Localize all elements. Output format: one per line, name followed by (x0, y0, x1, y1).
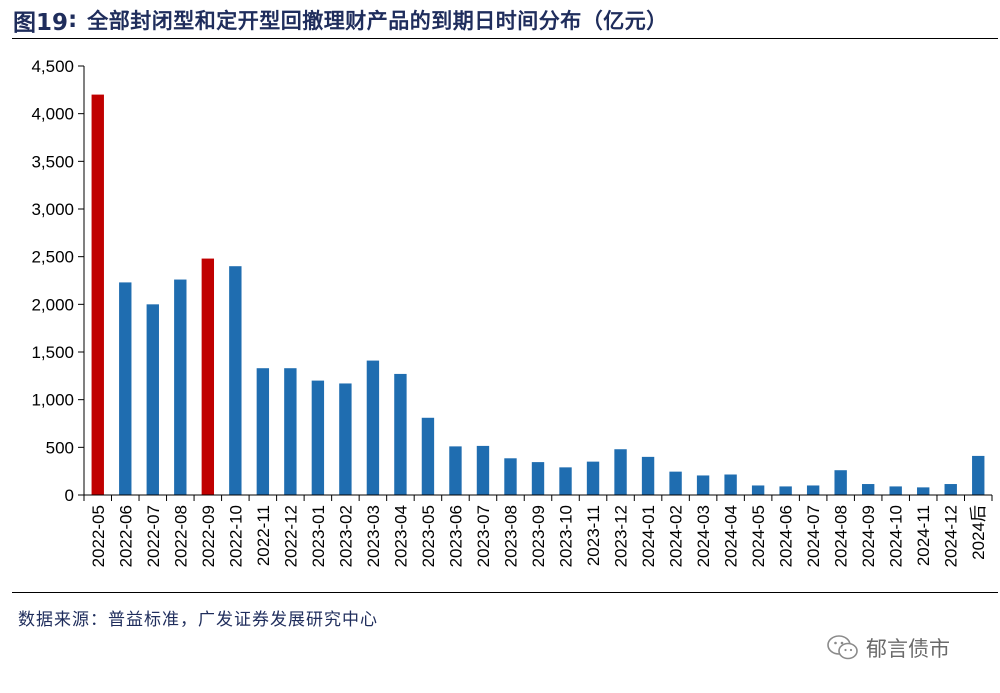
x-tick-label: 2023-02 (336, 505, 355, 567)
y-tick-label: 3,500 (31, 152, 74, 171)
figure-title-text: 全部封闭型和定开型回撤理财产品的到期日时间分布（亿元） (87, 9, 668, 33)
y-tick-label: 3,000 (31, 200, 74, 219)
bar-2022-08 (174, 279, 187, 495)
x-tick-label: 2023-09 (529, 505, 548, 567)
bar-2024-08 (834, 470, 847, 495)
x-tick-label: 2024-06 (777, 505, 796, 567)
x-tick-label: 2024-09 (859, 505, 878, 567)
y-tick-label: 2,500 (31, 248, 74, 267)
x-tick-label: 2022-07 (144, 505, 163, 567)
x-tick-label: 2024-02 (667, 505, 686, 567)
y-tick-label: 1,500 (31, 343, 74, 362)
watermark-text: 郁言债市 (866, 637, 950, 661)
watermark: 郁言债市 (826, 633, 950, 663)
wechat-icon (827, 635, 858, 660)
bar-2023-10 (559, 467, 572, 495)
bar-2023-11 (586, 461, 600, 495)
bar-2023-04 (394, 373, 407, 495)
y-tick-label: 4,500 (31, 57, 74, 76)
x-tick-label: 2022-11 (254, 505, 273, 566)
bar-2023-03 (366, 360, 380, 495)
y-tick-label: 2,000 (31, 295, 74, 314)
x-tick-label: 2023-04 (391, 505, 410, 567)
title-divider (12, 38, 998, 39)
figure-colon: : (68, 7, 78, 33)
source-note: 数据来源：普益标准，广发证券发展研究中心 (18, 610, 378, 630)
bar-2024-11 (917, 487, 930, 495)
x-tick-label: 2022-06 (116, 505, 135, 567)
x-tick-label: 2024-12 (942, 505, 961, 567)
x-tick-label: 2024-10 (887, 505, 906, 567)
x-tick-label: 2023-06 (446, 505, 465, 567)
bar-2023-12 (614, 449, 627, 495)
bar-2022-07 (146, 304, 159, 495)
bar-2022-05 (91, 94, 104, 495)
bar-2024-12 (944, 484, 957, 495)
x-tick-label: 2023-05 (419, 505, 438, 567)
y-tick-label: 500 (46, 438, 74, 457)
bar-2023-09 (531, 462, 545, 495)
x-tick-label: 2022-05 (89, 505, 108, 567)
x-tick-label: 2024-03 (694, 505, 713, 567)
x-tick-label: 2024-11 (914, 505, 933, 566)
x-tick-label: 2024-07 (804, 505, 823, 567)
bar-2023-06 (449, 446, 462, 495)
bar-chart: 0 500 1,000 1,500 2,000 2,500 3,000 3,500 4,000 4… (31, 57, 993, 567)
bar-2024-06 (779, 486, 792, 495)
bar-2024-09 (861, 484, 875, 495)
x-tick-label: 2024后 (969, 505, 988, 560)
x-tick-label: 2023-01 (309, 505, 328, 567)
y-tick-label: 1,000 (31, 391, 74, 410)
x-tick-label: 2024-04 (722, 505, 741, 567)
x-tick-label: 2023-11 (584, 505, 603, 566)
x-tick-label: 2023-03 (364, 505, 383, 567)
bar-2024后 (972, 455, 985, 495)
x-tick-label: 2023-08 (501, 505, 520, 567)
bar-2023-02 (339, 383, 352, 495)
bar-2024-01 (641, 456, 655, 495)
bar-2024-04 (724, 474, 737, 495)
bar-2024-02 (669, 471, 682, 495)
x-tick-label: 2023-07 (474, 505, 493, 567)
figure-title: 图19 : 全部封闭型和定开型回撤理财产品的到期日时间分布（亿元） (13, 4, 668, 36)
bar-2022-11 (256, 368, 270, 495)
bar-2024-03 (696, 475, 710, 495)
bar-2023-08 (504, 458, 517, 495)
bar-2022-06 (119, 282, 132, 495)
y-tick-label: 4,000 (31, 105, 74, 124)
x-tick-label: 2024-05 (749, 505, 768, 567)
x-tick-label: 2023-12 (612, 505, 631, 567)
bar-2024-07 (806, 485, 820, 495)
x-tick-label: 2023-10 (557, 505, 576, 567)
x-tick-label: 2022-12 (281, 505, 300, 567)
bar-2024-10 (889, 486, 902, 495)
bar-2023-07 (476, 445, 490, 495)
figure-number: 图19 (13, 10, 69, 36)
bar-2023-01 (311, 380, 325, 495)
x-tick-label: 2022-09 (199, 505, 218, 567)
x-tick-label: 2022-08 (171, 505, 190, 567)
bar-2022-12 (284, 368, 297, 495)
x-tick-label: 2022-10 (226, 505, 245, 567)
x-tick-label: 2024-01 (639, 505, 658, 567)
bar-2023-05 (421, 417, 435, 495)
bar-2022-09 (201, 258, 215, 495)
x-tick-label: 2024-08 (832, 505, 851, 567)
bar-2024-05 (751, 485, 765, 495)
footer-divider (12, 592, 998, 593)
bar-2022-10 (229, 266, 242, 495)
y-tick-label: 0 (65, 486, 74, 505)
